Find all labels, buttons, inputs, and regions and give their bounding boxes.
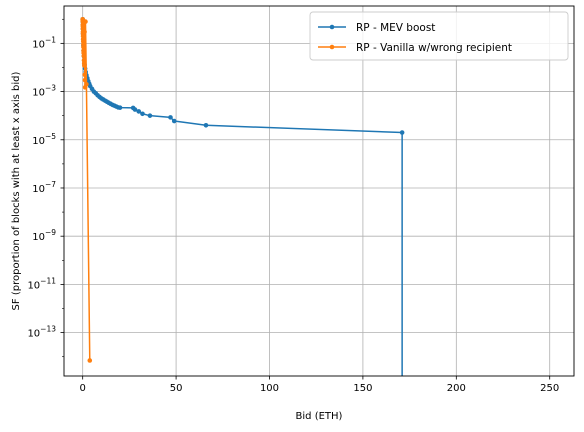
x-tick-label: 150: [353, 383, 372, 394]
data-point-vanilla: [81, 53, 87, 59]
data-point-vanilla: [83, 19, 88, 24]
legend-marker-vanilla: [329, 44, 335, 50]
series-layer: [80, 16, 405, 376]
grid-lines: [64, 6, 574, 376]
x-tick-label: 0: [79, 383, 85, 394]
y-axis-label: SF (proportion of blocks with at least x…: [11, 71, 22, 310]
data-point-vanilla: [82, 72, 88, 78]
data-point-vanilla: [87, 358, 93, 363]
legend-label-mev-boost: RP - MEV boost: [356, 22, 435, 34]
legend-box: [309, 11, 569, 61]
data-point-vanilla: [82, 29, 87, 35]
data-point-vanilla: [84, 82, 89, 87]
data-point-vanilla: [81, 44, 86, 50]
data-point-mev-boost: [117, 105, 123, 110]
x-tick-label: 200: [447, 383, 466, 394]
y-tick-label: 10−11: [27, 276, 56, 291]
x-tick-label: 100: [260, 383, 279, 394]
y-tick-label: 10−5: [32, 132, 56, 147]
x-axis-label: Bid (ETH): [296, 411, 343, 422]
data-point-mev-boost: [140, 111, 145, 117]
legend-marker-mev-boost: [329, 24, 335, 30]
data-point-mev-boost: [147, 113, 153, 118]
x-tick-label: 50: [170, 383, 183, 394]
data-point-vanilla: [82, 77, 88, 83]
legend-label-vanilla: RP - Vanilla w/wrong recipient: [356, 42, 512, 54]
data-point-mev-boost: [203, 122, 209, 128]
legend: RP - MEV boost RP - Vanilla w/wrong reci…: [309, 11, 569, 61]
data-point-vanilla: [82, 63, 87, 68]
x-tick-label: 250: [540, 383, 559, 394]
y-tick-label: 10−1: [32, 35, 56, 50]
plot-frame: [63, 5, 575, 377]
data-point-mev-boost: [171, 118, 177, 124]
y-tick-label: 10−7: [32, 180, 56, 195]
data-point-mev-boost: [168, 115, 173, 120]
axis-ticks: 0 50 100 150 200 250 10−13 10−11 10−9 10−7 10−5 10−…: [27, 18, 559, 394]
y-tick-label: 10−13: [27, 325, 56, 340]
data-point-mev-boost: [399, 130, 405, 135]
y-tick-label: 10−3: [32, 84, 56, 99]
y-tick-label: 10−9: [32, 228, 56, 243]
data-point-mev-boost: [132, 107, 138, 112]
data-point-mev-boost: [136, 109, 142, 114]
